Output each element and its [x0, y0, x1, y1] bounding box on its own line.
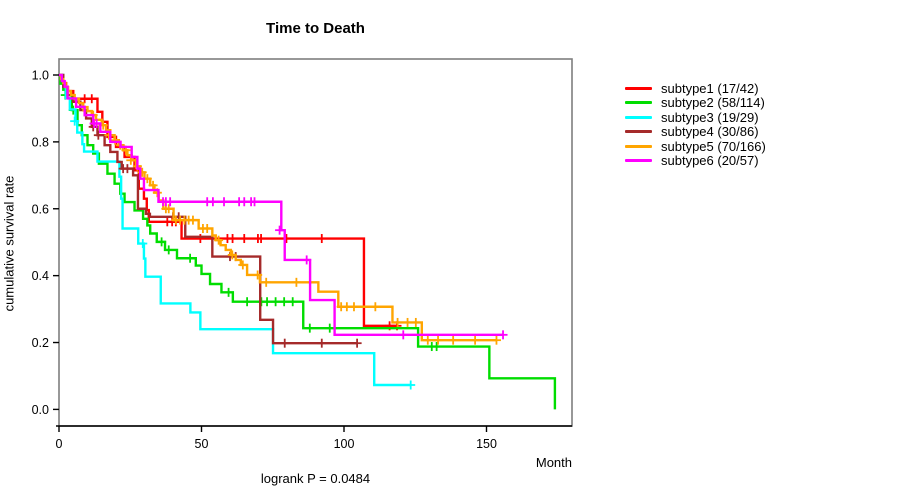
legend-item-subtype6: subtype6 (20/57) [625, 153, 766, 169]
legend-item-label: subtype1 (17/42) [661, 80, 759, 96]
legend: subtype1 (17/42) subtype2 (58/114) subtype… [625, 81, 766, 168]
survival-curve-subtype6 [59, 73, 504, 337]
legend-item-label: subtype5 (70/166) [661, 138, 766, 154]
legend-color-swatch [625, 130, 652, 134]
survival-curve-subtype4 [59, 73, 358, 345]
legend-item-subtype1: subtype1 (17/42) [625, 81, 766, 96]
legend-color-swatch [625, 101, 652, 105]
legend-color-swatch [625, 115, 652, 119]
x-tick-label: 0 [56, 437, 63, 451]
y-tick-label: 0.0 [32, 403, 49, 417]
y-tick-label: 1.0 [32, 69, 49, 83]
legend-item-subtype3: subtype3 (19/29) [625, 110, 766, 125]
survival-curve-subtype1 [59, 73, 398, 327]
legend-color-swatch [625, 159, 652, 163]
x-axis-label: Month [535, 455, 572, 470]
logrank-p-annotation: logrank P = 0.0484 [260, 471, 371, 486]
y-tick-label: 0.4 [32, 269, 49, 283]
legend-item-label: subtype4 (30/86) [661, 124, 759, 140]
legend-item-label: subtype6 (20/57) [661, 153, 759, 169]
y-tick-label: 0.6 [32, 202, 49, 216]
legend-item-label: subtype2 (58/114) [661, 95, 765, 111]
legend-color-swatch [625, 144, 652, 148]
y-tick-label: 0.8 [32, 135, 49, 149]
plot-box [58, 58, 573, 427]
legend-item-label: subtype3 (19/29) [661, 109, 759, 125]
legend-item-subtype4: subtype4 (30/86) [625, 124, 766, 140]
x-tick-label: 50 [195, 437, 209, 451]
x-tick-label: 100 [334, 437, 355, 451]
survival-curve-subtype3 [59, 73, 411, 387]
survival-curve-subtype2 [59, 73, 557, 410]
legend-color-swatch [625, 86, 652, 90]
y-tick-label: 0.2 [32, 336, 49, 350]
legend-item-subtype2: subtype2 (58/114) [625, 95, 766, 111]
x-tick-label: 150 [476, 437, 497, 451]
survival-curve-subtype5 [59, 73, 497, 342]
legend-item-subtype5: subtype5 (70/166) [625, 139, 766, 154]
page-title: Time to Death [266, 20, 365, 37]
